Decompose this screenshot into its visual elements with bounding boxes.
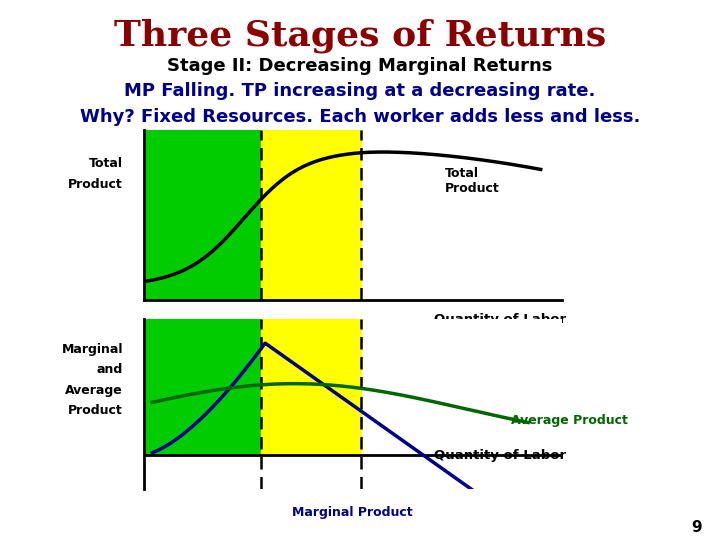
Text: and: and <box>97 363 123 376</box>
Text: Marginal: Marginal <box>62 343 123 356</box>
Bar <box>261 130 361 300</box>
Text: Total: Total <box>89 157 123 170</box>
Text: Quantity of Labor: Quantity of Labor <box>433 313 566 326</box>
Bar <box>144 130 261 300</box>
Text: Quantity of Labor: Quantity of Labor <box>433 449 566 462</box>
Text: Product: Product <box>68 404 123 417</box>
Bar <box>144 319 261 455</box>
Text: 9: 9 <box>691 519 702 535</box>
Text: Average: Average <box>66 383 123 396</box>
Text: Average Product: Average Product <box>511 414 629 427</box>
Text: Product: Product <box>68 178 123 191</box>
Text: Why? Fixed Resources. Each worker adds less and less.: Why? Fixed Resources. Each worker adds l… <box>80 108 640 126</box>
Text: Stage II: Decreasing Marginal Returns: Stage II: Decreasing Marginal Returns <box>167 57 553 75</box>
Text: Three Stages of Returns: Three Stages of Returns <box>114 19 606 53</box>
Text: MP Falling. TP increasing at a decreasing rate.: MP Falling. TP increasing at a decreasin… <box>125 82 595 100</box>
Bar <box>261 319 361 455</box>
Text: Total
Product: Total Product <box>445 167 500 195</box>
Text: Marginal Product: Marginal Product <box>292 505 413 519</box>
